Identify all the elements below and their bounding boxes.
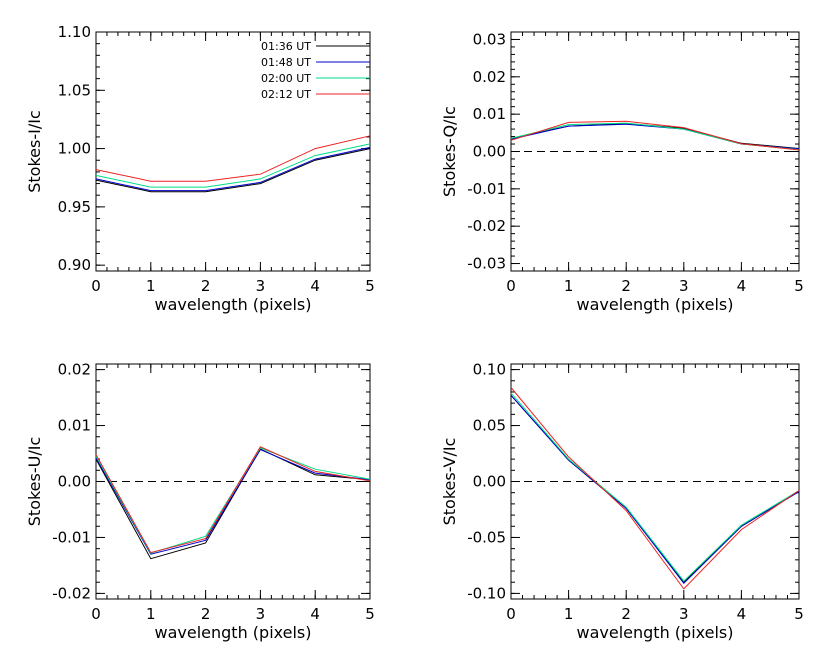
y-tick-label: -0.02 bbox=[467, 217, 506, 235]
x-axis-label: wavelength (pixels) bbox=[577, 623, 734, 642]
x-tick-label: 0 bbox=[506, 277, 516, 295]
legend-label-2: 02:00 UT bbox=[261, 72, 311, 85]
x-tick-label: 5 bbox=[365, 605, 375, 623]
plot-frame bbox=[95, 31, 371, 272]
y-tick-label: 0.01 bbox=[58, 417, 91, 435]
series-line-02-00-ut bbox=[510, 392, 800, 582]
legend-label-1: 01:48 UT bbox=[261, 56, 311, 69]
series-line-02-12-ut bbox=[510, 120, 800, 151]
panels: 0.90 0.95 1.00 1.05 1.10 0 1 2 3 4 5 wavelength (pi… bbox=[25, 23, 804, 642]
x-tick-label: 2 bbox=[621, 605, 631, 623]
x-tick-label: 5 bbox=[794, 277, 804, 295]
x-tick-label: 1 bbox=[564, 605, 574, 623]
y-tick-label: 1.10 bbox=[58, 23, 91, 41]
y-tick-label: 0.03 bbox=[473, 30, 506, 48]
series-line-01-48-ut bbox=[510, 394, 800, 585]
x-axis-label: wavelength (pixels) bbox=[155, 623, 312, 642]
x-tick-label: 1 bbox=[564, 277, 574, 295]
x-tick-label: 2 bbox=[201, 277, 211, 295]
x-tick-label: 2 bbox=[621, 277, 631, 295]
y-tick-label: -0.10 bbox=[467, 584, 506, 602]
y-tick-label: 0.00 bbox=[473, 473, 506, 491]
x-tick-label: 3 bbox=[679, 605, 689, 623]
legend-label-3: 02:12 UT bbox=[261, 88, 311, 101]
series-line-02-12-ut bbox=[95, 446, 371, 554]
y-tick-label: -0.01 bbox=[52, 528, 91, 546]
y-tick-label: 0.05 bbox=[473, 417, 506, 435]
legend-label-0: 01:36 UT bbox=[261, 40, 311, 53]
y-tick-label: 0.00 bbox=[58, 473, 91, 491]
y-axis-label: Stokes-U/Ic bbox=[25, 437, 44, 526]
x-tick-label: 0 bbox=[506, 605, 516, 623]
y-tick-label: 0.01 bbox=[473, 105, 506, 123]
x-tick-label: 5 bbox=[794, 605, 804, 623]
y-axis-label: Stokes-Q/Ic bbox=[440, 106, 459, 197]
x-tick-label: 4 bbox=[737, 277, 747, 295]
x-tick-label: 5 bbox=[365, 277, 375, 295]
y-tick-label: 1.05 bbox=[58, 81, 91, 99]
series-line-01-36-ut bbox=[95, 148, 371, 193]
y-tick-label: -0.03 bbox=[467, 255, 506, 273]
x-tick-label: 3 bbox=[256, 277, 266, 295]
x-tick-label: 2 bbox=[201, 605, 211, 623]
panel-2: -0.02 -0.01 0.00 0.01 0.02 0 1 2 3 4 5 wavelength (… bbox=[25, 361, 375, 642]
y-tick-label: -0.05 bbox=[467, 528, 506, 546]
y-tick-label: -0.01 bbox=[467, 180, 506, 198]
y-tick-label: 0.95 bbox=[58, 198, 91, 216]
x-tick-label: 4 bbox=[737, 605, 747, 623]
x-tick-label: 1 bbox=[146, 605, 156, 623]
x-tick-label: 0 bbox=[91, 277, 101, 295]
series-line-01-48-ut bbox=[95, 146, 371, 192]
y-tick-label: 1.00 bbox=[58, 140, 91, 158]
x-tick-label: 0 bbox=[91, 605, 101, 623]
y-tick-label: -0.02 bbox=[52, 584, 91, 602]
x-tick-label: 3 bbox=[679, 277, 689, 295]
series-line-01-36-ut bbox=[95, 448, 371, 560]
x-tick-label: 4 bbox=[310, 605, 320, 623]
legend: 01:36 UT 01:48 UT 02:00 UT 02:12 UT bbox=[261, 40, 370, 101]
x-tick-label: 1 bbox=[146, 277, 156, 295]
y-tick-label: 0.00 bbox=[473, 143, 506, 161]
series-line-02-12-ut bbox=[95, 135, 371, 182]
x-tick-label: 4 bbox=[310, 277, 320, 295]
series-line-02-12-ut bbox=[510, 387, 800, 590]
y-tick-label: 0.90 bbox=[58, 256, 91, 274]
y-tick-label: 0.02 bbox=[473, 68, 506, 86]
y-tick-label: 0.10 bbox=[473, 361, 506, 379]
y-tick-label: 0.02 bbox=[58, 361, 91, 379]
panel-3: -0.10 -0.05 0.00 0.05 0.10 0 1 2 3 4 5 wavelength (… bbox=[440, 361, 804, 642]
series-line-02-00-ut bbox=[95, 143, 371, 188]
series-line-01-48-ut bbox=[95, 448, 371, 555]
panel-0: 0.90 0.95 1.00 1.05 1.10 0 1 2 3 4 5 wavelength (pi… bbox=[25, 23, 375, 314]
panel-1: -0.03 -0.02 -0.01 0.00 0.01 0.02 0.03 0 1 2 3 4 5 wav… bbox=[440, 30, 804, 314]
x-axis-label: wavelength (pixels) bbox=[155, 295, 312, 314]
y-axis-label: Stokes-I/Ic bbox=[25, 110, 44, 193]
x-axis-label: wavelength (pixels) bbox=[577, 295, 734, 314]
y-axis-label: Stokes-V/Ic bbox=[440, 438, 459, 526]
x-tick-label: 3 bbox=[256, 605, 266, 623]
